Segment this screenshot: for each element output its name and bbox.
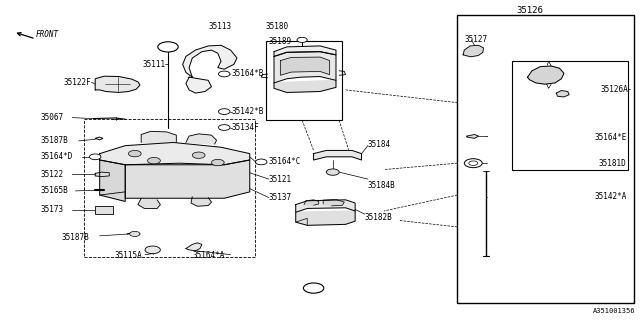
Polygon shape	[138, 198, 161, 208]
Circle shape	[158, 42, 178, 52]
Circle shape	[192, 152, 205, 158]
Polygon shape	[323, 199, 344, 206]
Circle shape	[90, 154, 101, 160]
Text: 35187B: 35187B	[40, 136, 68, 145]
Polygon shape	[182, 45, 237, 77]
Polygon shape	[274, 46, 336, 56]
Polygon shape	[191, 197, 211, 206]
Text: 35189: 35189	[269, 37, 292, 46]
Polygon shape	[556, 91, 569, 97]
Text: 35121: 35121	[269, 175, 292, 184]
Text: 35142*A: 35142*A	[594, 192, 627, 201]
Text: 35111: 35111	[142, 60, 166, 69]
Text: 35173: 35173	[40, 205, 63, 214]
Bar	[95, 205, 113, 213]
Polygon shape	[280, 57, 330, 75]
Text: A351001356: A351001356	[593, 308, 636, 314]
Text: A: A	[312, 285, 316, 291]
Circle shape	[129, 150, 141, 157]
Polygon shape	[296, 200, 355, 212]
Polygon shape	[125, 160, 250, 198]
Text: 35164*C: 35164*C	[269, 157, 301, 166]
Circle shape	[465, 159, 482, 168]
Circle shape	[326, 169, 339, 175]
Polygon shape	[274, 52, 336, 83]
Polygon shape	[304, 200, 319, 205]
Circle shape	[218, 124, 230, 130]
Text: A: A	[166, 44, 170, 49]
Polygon shape	[467, 134, 478, 138]
Text: 35187B: 35187B	[61, 233, 89, 242]
Circle shape	[218, 109, 230, 115]
Text: 35122F: 35122F	[63, 78, 92, 87]
Text: 35067: 35067	[40, 113, 63, 122]
Circle shape	[255, 159, 267, 165]
Circle shape	[297, 37, 307, 43]
Polygon shape	[186, 243, 202, 251]
Polygon shape	[141, 131, 176, 142]
Polygon shape	[527, 66, 564, 84]
Text: 35137: 35137	[269, 193, 292, 202]
Circle shape	[303, 283, 324, 293]
Text: 35180: 35180	[266, 22, 289, 31]
Text: 35126A: 35126A	[601, 85, 628, 94]
Polygon shape	[100, 142, 250, 165]
Circle shape	[218, 71, 230, 77]
Polygon shape	[296, 211, 355, 225]
Text: 35164*E: 35164*E	[594, 132, 627, 141]
Text: 35164*D: 35164*D	[40, 152, 73, 161]
Polygon shape	[95, 137, 103, 140]
Circle shape	[130, 231, 140, 236]
Text: FRONT: FRONT	[36, 30, 59, 39]
Polygon shape	[95, 76, 140, 92]
Text: 35165B: 35165B	[40, 187, 68, 196]
Text: 35164*A: 35164*A	[192, 251, 225, 260]
Text: 35164*B: 35164*B	[232, 69, 264, 78]
Polygon shape	[186, 134, 216, 144]
Polygon shape	[274, 80, 336, 92]
Bar	[511, 61, 628, 170]
Circle shape	[468, 161, 477, 165]
Polygon shape	[100, 160, 125, 201]
Text: 35134F: 35134F	[232, 123, 260, 132]
Text: 35142*B: 35142*B	[232, 107, 264, 116]
Text: 35115A: 35115A	[115, 251, 142, 260]
Text: 35122: 35122	[40, 170, 63, 179]
Polygon shape	[314, 150, 362, 160]
Text: 35126: 35126	[516, 6, 543, 15]
Circle shape	[145, 246, 161, 254]
Bar	[458, 15, 634, 303]
Text: 35184B: 35184B	[368, 181, 396, 190]
Polygon shape	[463, 45, 483, 57]
Polygon shape	[186, 77, 211, 93]
Bar	[84, 119, 255, 257]
Text: 35184: 35184	[368, 140, 391, 148]
Text: 35182B: 35182B	[365, 213, 392, 222]
Circle shape	[211, 159, 224, 166]
Text: 35113: 35113	[208, 22, 232, 31]
Text: 35127: 35127	[465, 36, 488, 44]
Circle shape	[148, 157, 161, 164]
Bar	[266, 41, 342, 120]
Polygon shape	[95, 172, 109, 177]
Text: 35181D: 35181D	[599, 159, 627, 168]
